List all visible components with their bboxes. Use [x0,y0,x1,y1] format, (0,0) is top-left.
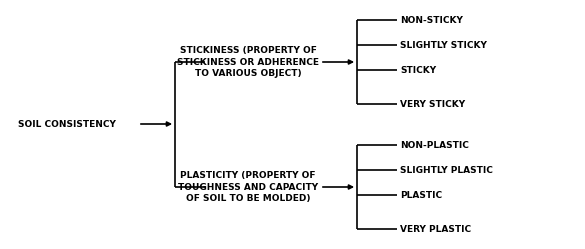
Text: VERY PLASTIC: VERY PLASTIC [400,225,471,234]
Text: PLASTIC: PLASTIC [400,190,442,199]
Text: SOIL CONSISTENCY: SOIL CONSISTENCY [18,120,116,128]
Text: NON-STICKY: NON-STICKY [400,15,463,24]
Text: NON-PLASTIC: NON-PLASTIC [400,140,469,149]
Text: PLASTICITY (PROPERTY OF
TOUGHNESS AND CAPACITY
OF SOIL TO BE MOLDED): PLASTICITY (PROPERTY OF TOUGHNESS AND CA… [178,171,318,203]
Text: SLIGHTLY STICKY: SLIGHTLY STICKY [400,41,487,50]
Text: VERY STICKY: VERY STICKY [400,100,465,109]
Text: STICKINESS (PROPERTY OF
STICKINESS OR ADHERENCE
TO VARIOUS OBJECT): STICKINESS (PROPERTY OF STICKINESS OR AD… [177,46,319,78]
Text: STICKY: STICKY [400,65,436,74]
Text: SLIGHTLY PLASTIC: SLIGHTLY PLASTIC [400,166,493,175]
